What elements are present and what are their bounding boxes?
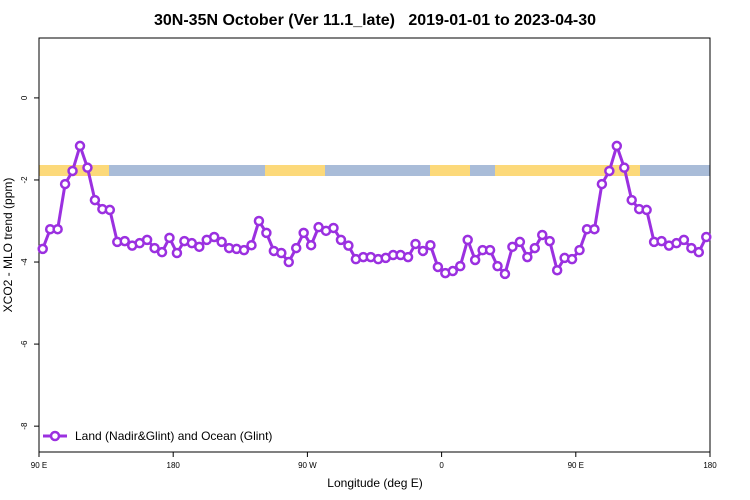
data-point — [67, 165, 78, 177]
data-point — [626, 194, 637, 206]
y-tick-label: -2 — [20, 176, 29, 184]
y-tick-label: -4 — [20, 258, 29, 266]
data-point — [59, 178, 71, 190]
data-point — [305, 239, 317, 251]
data-point — [261, 227, 272, 239]
strip-land — [495, 165, 640, 176]
data-point — [104, 204, 116, 216]
x-tick-label: 90 E — [568, 461, 584, 470]
data-point — [208, 231, 220, 243]
data-point — [253, 215, 265, 227]
data-point — [335, 234, 347, 246]
data-point — [701, 231, 712, 243]
chart-title: 30N-35N October (Ver 11.1_late) 2019-01-… — [154, 12, 596, 29]
data-point — [641, 204, 652, 216]
data-point — [551, 264, 563, 276]
data-point — [566, 253, 578, 265]
y-axis-label: XCO2 - MLO trend (ppm) — [1, 178, 15, 313]
data-point — [119, 235, 130, 247]
data-point — [507, 241, 518, 253]
data-point — [522, 251, 533, 263]
data-point — [447, 265, 459, 277]
data-point — [283, 256, 295, 268]
data-point — [171, 247, 183, 259]
strip-land — [430, 165, 470, 176]
data-point — [619, 162, 630, 173]
data-point — [194, 241, 205, 253]
data-point — [89, 194, 101, 206]
y-tick-label: 0 — [20, 95, 29, 100]
plot-frame — [38, 37, 711, 453]
data-point — [328, 222, 339, 234]
data-point — [238, 244, 250, 256]
data-point — [343, 240, 354, 251]
data-point — [298, 227, 309, 239]
x-tick-label: 0 — [439, 461, 444, 470]
data-point — [529, 242, 541, 254]
data-point — [611, 140, 623, 152]
data-point — [410, 238, 421, 250]
data-point — [432, 261, 444, 273]
data-point — [156, 246, 168, 258]
strip-ocean — [39, 165, 710, 176]
data-point — [596, 178, 608, 190]
data-point — [678, 234, 690, 246]
data-point — [462, 234, 473, 246]
data-point — [574, 244, 585, 256]
x-tick-label: 180 — [167, 461, 181, 470]
data-point — [454, 260, 466, 272]
data-point — [74, 140, 86, 152]
data-point — [537, 229, 548, 241]
strip-land — [265, 165, 325, 176]
legend-marker — [49, 430, 61, 442]
data-point — [693, 246, 705, 258]
data-point — [492, 260, 503, 272]
x-tick-label: 90 W — [298, 461, 317, 470]
data-point — [544, 235, 555, 247]
data-point — [246, 239, 257, 251]
data-point — [514, 236, 526, 248]
data-point — [402, 251, 414, 263]
data-point — [290, 242, 302, 254]
data-point — [499, 268, 511, 280]
data-point — [82, 162, 93, 173]
data-point — [425, 239, 436, 251]
y-tick-label: -8 — [20, 422, 29, 430]
data-point — [604, 165, 615, 177]
x-tick-label: 90 E — [31, 461, 47, 470]
data-point — [141, 234, 153, 246]
data-point — [469, 254, 481, 266]
data-point — [686, 242, 697, 254]
data-point — [37, 243, 48, 255]
data-point — [149, 242, 160, 254]
x-tick-label: 180 — [703, 461, 717, 470]
data-point — [656, 235, 667, 247]
legend-label: Land (Nadir&Glint) and Ocean (Glint) — [75, 429, 272, 443]
data-point — [52, 223, 63, 235]
data-point — [276, 247, 287, 259]
data-point — [589, 223, 600, 235]
x-axis-label: Longitude (deg E) — [327, 476, 422, 490]
y-tick-label: -6 — [20, 340, 29, 348]
data-point — [417, 245, 429, 257]
data-point — [216, 236, 227, 248]
data-point — [164, 232, 175, 244]
data-point — [484, 244, 496, 256]
